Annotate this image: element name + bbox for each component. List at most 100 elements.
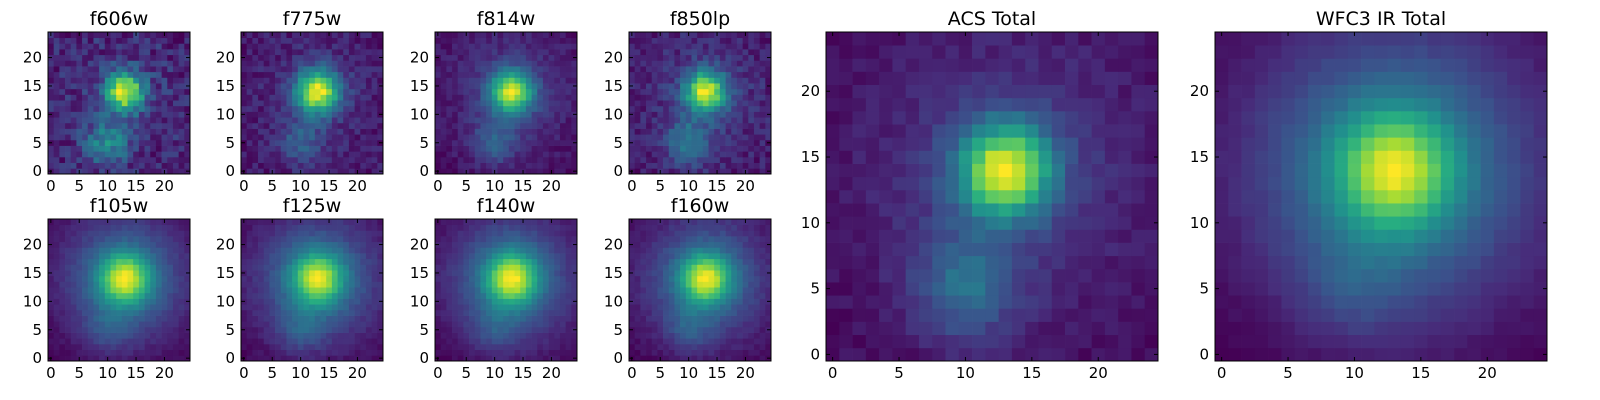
heatmap-cell [309,162,316,169]
heatmap-cell [537,338,544,345]
x-tick-label: 20 [155,177,174,195]
heatmap-cell [371,219,378,226]
heatmap-cell [275,275,282,282]
heatmap-cell [440,270,447,277]
heatmap-cell [184,105,191,112]
heatmap-cell [65,83,72,90]
heatmap-cell [457,71,464,78]
heatmap-cell [651,111,658,118]
heatmap-cell [275,292,282,299]
heatmap-cell [82,258,89,265]
heatmap-cell [469,230,476,237]
heatmap-cell [275,83,282,90]
heatmap-cell [70,309,77,316]
heatmap-cell [252,145,259,152]
heatmap-cell [736,49,743,56]
heatmap-cell [446,66,453,73]
heatmap-cell [127,77,134,84]
heatmap-cell [457,162,464,169]
heatmap-cell [646,94,653,101]
heatmap-cell [99,49,106,56]
heatmap-cell [70,134,77,141]
heatmap-cell [491,349,498,356]
heatmap-cell [503,275,510,282]
heatmap-cell [725,88,732,95]
y-tick-label: 10 [410,292,429,310]
heatmap-cell [685,60,692,67]
heatmap-cell [565,60,572,67]
heatmap-cell [59,264,66,271]
heatmap-cell [377,117,384,124]
heatmap-cell [651,315,658,322]
heatmap-cell [331,49,338,56]
heatmap-cell [463,224,470,231]
heatmap-cell [629,281,636,288]
heatmap-cell [314,71,321,78]
heatmap-cell [116,224,123,231]
heatmap-cell [280,219,287,226]
heatmap-cell [565,139,572,146]
heatmap-cell [480,230,487,237]
heatmap-cell [691,332,698,339]
heatmap-cell [497,355,504,362]
heatmap-cell [480,281,487,288]
heatmap-cell [463,134,470,141]
heatmap-cell [360,100,367,107]
heatmap-cell [331,230,338,237]
heatmap-cell [753,349,760,356]
heatmap-cell [59,66,66,73]
heatmap-cell [651,94,658,101]
heatmap-cell [365,122,372,129]
heatmap-cell [258,355,265,362]
heatmap-cell [53,224,60,231]
heatmap-cell [565,219,572,226]
heatmap-cell [269,304,276,311]
heatmap-cell [651,122,658,129]
heatmap-cell [269,37,276,44]
heatmap-cell [286,247,293,254]
heatmap-cell [634,338,641,345]
heatmap-cell [680,309,687,316]
heatmap-cell [167,83,174,90]
heatmap-cell [99,247,106,254]
heatmap-cell [70,338,77,345]
heatmap-cell [559,253,566,260]
heatmap-cell [446,54,453,61]
heatmap-cell [252,122,259,129]
heatmap-cell [663,100,670,107]
heatmap-cell [292,309,299,316]
heatmap-cell [525,292,532,299]
heatmap-cell [161,275,168,282]
heatmap-cell [172,275,179,282]
heatmap-cell [559,224,566,231]
heatmap-cell [184,128,191,135]
heatmap-cell [542,37,549,44]
heatmap-cell [531,151,538,158]
heatmap-cell [303,321,310,328]
heatmap-cell [269,128,276,135]
heatmap-cell [446,145,453,152]
heatmap-cell [651,151,658,158]
heatmap-cell [76,145,83,152]
heatmap-cell [480,349,487,356]
heatmap-cell [127,49,134,56]
heatmap-cell [365,258,372,265]
heatmap-cell [144,71,151,78]
heatmap-cell [121,343,128,350]
heatmap-cell [725,355,732,362]
heatmap-cell [82,151,89,158]
heatmap-cell [651,326,658,333]
heatmap-cells [629,32,772,175]
heatmap-cell [765,105,772,112]
heatmap-cell [714,343,721,350]
heatmap-cell [742,304,749,311]
heatmap-cell [280,315,287,322]
heatmap-cell [138,105,145,112]
heatmap-cell [634,281,641,288]
heatmap-cell [172,88,179,95]
heatmap-cell [702,117,709,124]
heatmap-cell [486,332,493,339]
heatmap-cell [48,145,55,152]
heatmap-cell [651,156,658,163]
heatmap-cell [629,60,636,67]
